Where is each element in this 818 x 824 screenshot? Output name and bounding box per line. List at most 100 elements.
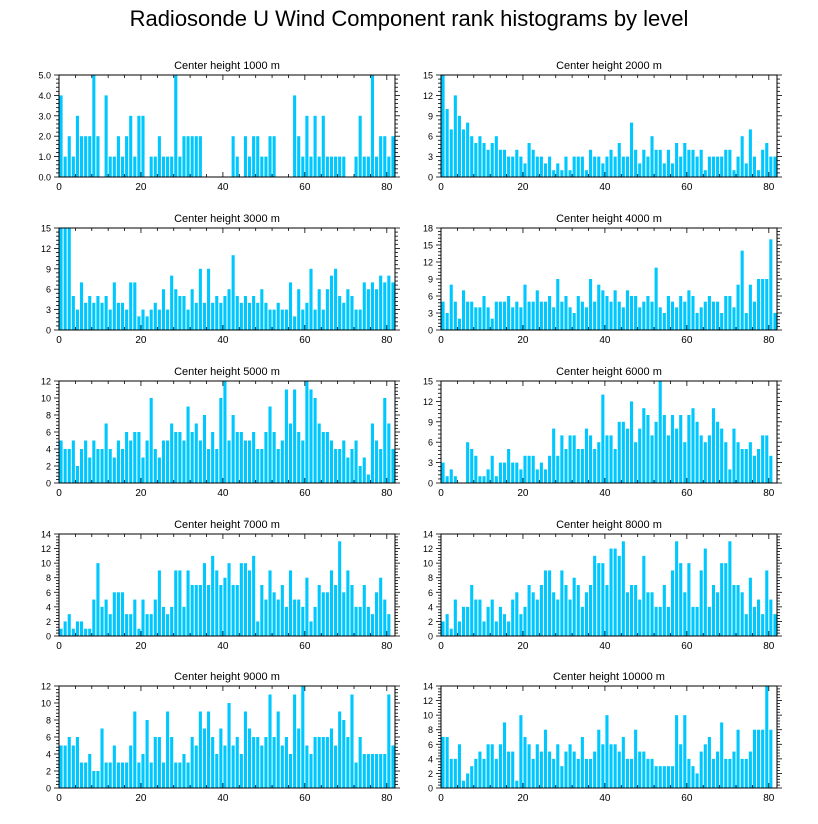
x-tick-label: 20 [517,641,529,652]
histogram-bar [597,729,601,788]
histogram-bar [515,301,519,330]
histogram-bar [338,541,342,636]
y-tick-label: 0 [428,173,433,183]
histogram-bar [625,156,629,177]
histogram-bar [728,149,732,177]
histogram-bar [190,432,194,483]
y-tick-label: 10 [41,559,51,569]
histogram-bar [313,606,317,636]
histogram-bar [252,296,256,330]
histogram-bar [761,435,765,483]
histogram-bar [576,758,580,788]
plot-frame [58,74,396,178]
panel-title: Center height 3000 m [174,213,280,225]
histogram-bar [186,309,190,330]
histogram-bar [650,136,654,177]
y-tick-label: 4 [428,602,433,612]
histogram-bar [629,585,634,636]
histogram-bar [84,136,88,177]
histogram-bar [190,737,194,788]
histogram-bar [621,307,625,330]
histogram-bar [687,415,691,483]
histogram-bar [215,754,219,788]
plot-frame [440,685,778,789]
histogram-bar [519,614,523,636]
histogram-bar [227,289,231,330]
histogram-bar [654,149,658,177]
histogram-bar [740,136,744,177]
histogram-bar [96,136,100,177]
figure-title: Radiosonde U Wind Component rank histogr… [129,6,689,31]
histogram-bar [470,585,474,636]
y-tick-label: 0 [428,784,433,794]
histogram-bar [552,758,556,788]
histogram-bar [675,541,679,636]
histogram-bar [75,466,79,483]
histogram-bar [202,728,207,788]
histogram-bar [539,462,543,483]
histogram-bar [301,606,305,636]
histogram-bar [120,302,125,330]
x-tick-label: 40 [217,641,229,652]
histogram-bar [198,136,202,177]
histogram-bar [329,570,334,636]
histogram-bar [757,279,761,330]
histogram-bar [284,606,288,636]
histogram-bar [268,694,272,788]
histogram-bar [527,455,531,483]
histogram-bar [453,476,457,483]
histogram-bar [116,592,120,636]
histogram-bar [321,309,325,330]
histogram-bar [699,307,703,330]
histogram-bar [556,163,560,177]
histogram-bar [609,301,613,330]
histogram-bar [125,136,129,177]
histogram-bar [358,466,362,483]
histogram-bar [190,585,194,636]
histogram-bar [466,301,470,330]
histogram-bar [63,621,67,636]
histogram-bar [112,745,116,788]
histogram-bar [720,722,724,788]
histogram-bar [288,570,293,636]
histogram-bar [494,301,498,330]
histogram-bar [470,766,474,788]
histogram-bar [133,432,137,483]
histogram-bar [301,309,305,330]
histogram-bar [564,156,568,177]
histogram-bar [88,457,92,483]
histogram-bar [482,621,486,636]
histogram-bar [366,474,370,483]
histogram-bar [757,449,761,483]
y-tick-label: 6 [46,428,51,438]
histogram-bar [116,302,120,330]
histogram-bar [375,440,379,483]
histogram-bar [466,122,470,177]
y-tick-label: 0 [46,784,51,794]
histogram-bar [687,149,691,177]
histogram-bar [170,275,174,330]
histogram-bar [560,570,564,636]
histogram-bar [531,455,535,483]
histogram-bar [317,585,321,636]
x-tick-label: 80 [763,488,775,499]
histogram-bar [629,296,634,330]
histogram-bar [153,302,157,330]
histogram-bar [309,268,313,330]
histogram-bar [284,737,288,788]
histogram-bar [329,275,334,330]
histogram-bar [383,282,387,330]
histogram-bar [243,296,247,330]
histogram-bar [658,307,662,330]
histogram-bar [605,156,609,177]
histogram-bar [243,136,247,177]
histogram-bar [288,282,293,330]
histogram-bar [515,592,519,636]
histogram-bar [572,751,576,788]
histogram-bar [638,751,642,788]
histogram-bar [342,592,346,636]
y-tick-label: 2 [46,617,51,627]
y-tick-label: 12 [423,397,433,407]
histogram-bar [720,563,724,636]
histogram-bar [601,394,605,483]
